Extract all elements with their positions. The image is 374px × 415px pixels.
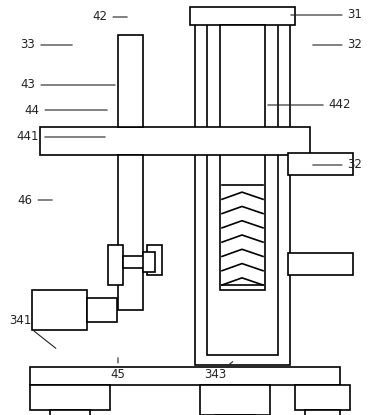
Bar: [143, 252, 155, 272]
Bar: [147, 245, 162, 275]
Bar: [190, 7, 295, 25]
Bar: [30, 367, 340, 385]
Bar: [87, 298, 117, 322]
Bar: [220, 25, 265, 290]
Bar: [200, 385, 270, 415]
Text: 33: 33: [21, 39, 72, 51]
Bar: [207, 15, 278, 355]
Text: 42: 42: [92, 10, 127, 24]
Bar: [118, 35, 143, 127]
Bar: [288, 253, 353, 275]
Bar: [50, 410, 90, 415]
Text: 341: 341: [9, 313, 56, 348]
Bar: [305, 410, 340, 415]
Text: 43: 43: [21, 78, 115, 91]
Text: 32: 32: [313, 159, 362, 171]
Text: 343: 343: [204, 361, 233, 381]
Text: 442: 442: [268, 98, 351, 112]
Text: 45: 45: [111, 358, 125, 381]
Text: 31: 31: [291, 8, 362, 22]
Bar: [30, 385, 110, 410]
Text: 44: 44: [25, 103, 107, 117]
Bar: [123, 256, 151, 268]
Bar: [295, 385, 350, 410]
Bar: [118, 155, 143, 310]
Bar: [32, 290, 87, 330]
Bar: [195, 15, 290, 365]
Text: 441: 441: [17, 130, 105, 144]
Bar: [40, 127, 310, 155]
Text: 32: 32: [313, 39, 362, 51]
Bar: [108, 245, 123, 285]
Text: 46: 46: [18, 193, 52, 207]
Bar: [288, 153, 353, 175]
